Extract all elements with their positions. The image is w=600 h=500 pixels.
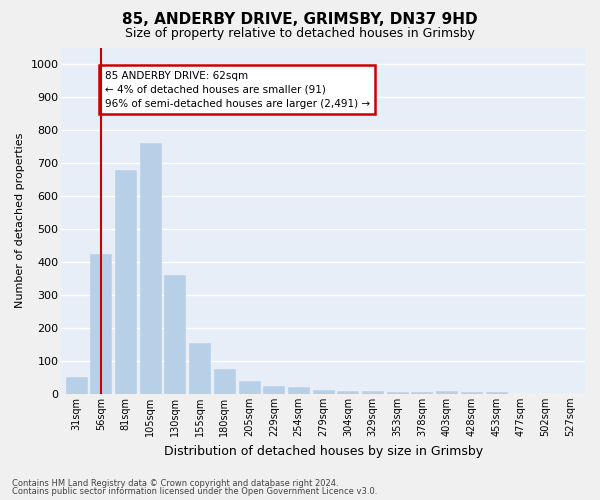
Bar	[115, 170, 136, 394]
Bar	[91, 254, 112, 394]
Bar	[362, 391, 383, 394]
Bar	[140, 143, 161, 394]
Bar	[337, 391, 358, 394]
Text: 85 ANDERBY DRIVE: 62sqm
← 4% of detached houses are smaller (91)
96% of semi-det: 85 ANDERBY DRIVE: 62sqm ← 4% of detached…	[104, 70, 370, 108]
Text: 85, ANDERBY DRIVE, GRIMSBY, DN37 9HD: 85, ANDERBY DRIVE, GRIMSBY, DN37 9HD	[122, 12, 478, 28]
Bar	[263, 386, 284, 394]
Text: Contains public sector information licensed under the Open Government Licence v3: Contains public sector information licen…	[12, 487, 377, 496]
Bar	[214, 369, 235, 394]
Bar	[189, 343, 210, 394]
Bar	[436, 391, 457, 394]
Text: Contains HM Land Registry data © Crown copyright and database right 2024.: Contains HM Land Registry data © Crown c…	[12, 478, 338, 488]
Y-axis label: Number of detached properties: Number of detached properties	[15, 133, 25, 308]
X-axis label: Distribution of detached houses by size in Grimsby: Distribution of detached houses by size …	[164, 444, 483, 458]
Bar	[288, 388, 309, 394]
Bar	[461, 392, 482, 394]
Bar	[239, 382, 260, 394]
Text: Size of property relative to detached houses in Grimsby: Size of property relative to detached ho…	[125, 28, 475, 40]
Bar	[387, 392, 408, 394]
Bar	[164, 275, 185, 394]
Bar	[485, 392, 506, 394]
Bar	[313, 390, 334, 394]
Bar	[65, 378, 86, 394]
Bar	[412, 392, 433, 394]
